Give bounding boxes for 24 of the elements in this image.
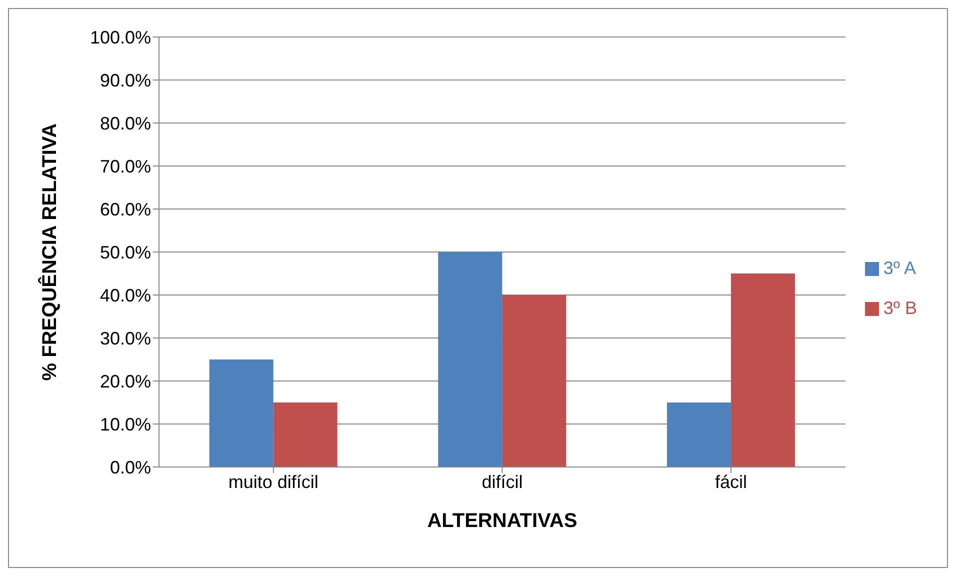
legend-label: 3º B	[883, 298, 917, 318]
y-tick-label: 100.0%	[90, 27, 151, 48]
y-tick-label: 70.0%	[100, 156, 151, 176]
y-tick-label: 10.0%	[100, 414, 151, 434]
x-tick-label: fácil	[714, 472, 748, 492]
bar	[209, 360, 274, 467]
bar	[730, 274, 795, 467]
y-axis-title: % FREQUÊNCIA RELATIVA	[38, 123, 62, 381]
bar	[438, 252, 502, 467]
legend-label: 3º A	[883, 258, 916, 278]
x-axis-title: ALTERNATIVAS	[427, 510, 578, 532]
y-tick-label: 40.0%	[100, 285, 151, 306]
bar	[666, 402, 731, 467]
y-tick-label: 50.0%	[100, 242, 151, 262]
bar	[273, 402, 338, 467]
y-tick-label: 30.0%	[100, 328, 151, 348]
x-tick-label: muito difícil	[228, 472, 318, 492]
x-tick-label: difícil	[482, 472, 523, 492]
y-tick-label: 20.0%	[100, 371, 151, 392]
y-tick-label: 90.0%	[100, 70, 151, 90]
bar	[502, 295, 566, 467]
y-tick-label: 0.0%	[110, 457, 151, 478]
y-tick-label: 60.0%	[100, 199, 151, 220]
y-tick-label: 80.0%	[100, 113, 151, 134]
